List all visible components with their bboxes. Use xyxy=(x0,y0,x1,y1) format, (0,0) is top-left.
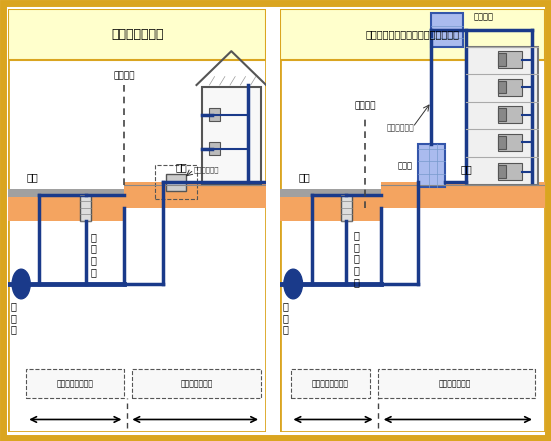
Text: 第
一
止
水: 第 一 止 水 xyxy=(90,232,96,277)
Bar xyxy=(498,136,506,149)
Bar xyxy=(498,78,522,96)
Bar xyxy=(80,195,91,220)
Bar xyxy=(498,108,506,121)
Bar xyxy=(125,183,266,208)
Text: お客様修理範囲: お客様修理範囲 xyxy=(439,379,471,388)
Bar xyxy=(8,195,125,220)
Text: 宅地: 宅地 xyxy=(461,164,472,174)
Bar xyxy=(209,108,220,121)
Bar xyxy=(202,87,261,184)
Text: 高架水槽: 高架水槽 xyxy=(474,13,494,22)
Text: 貯水槽: 貯水槽 xyxy=(398,161,413,170)
FancyBboxPatch shape xyxy=(280,9,545,60)
Text: 市水道部修理範囲: 市水道部修理範囲 xyxy=(312,379,349,388)
Text: 宅地: 宅地 xyxy=(176,162,188,172)
Bar xyxy=(498,53,506,66)
Text: 道路: 道路 xyxy=(26,172,38,183)
Bar xyxy=(431,13,463,47)
Text: お客様修理範囲: お客様修理範囲 xyxy=(180,379,213,388)
FancyBboxPatch shape xyxy=(378,369,535,398)
Bar xyxy=(280,195,381,220)
Text: 水道メーター: 水道メーター xyxy=(386,123,414,132)
Bar xyxy=(8,189,125,197)
Text: 市水道部修理範囲: 市水道部修理範囲 xyxy=(57,379,94,388)
Bar xyxy=(498,165,506,178)
Circle shape xyxy=(284,269,302,299)
Bar xyxy=(418,144,445,187)
Text: 配
水
管: 配 水 管 xyxy=(10,301,17,334)
Text: 第
一
止
水
栓: 第 一 止 水 栓 xyxy=(354,230,360,287)
FancyBboxPatch shape xyxy=(132,369,261,398)
FancyBboxPatch shape xyxy=(280,9,545,432)
Text: 貯水槽水道及び直結給水の集合住宅: 貯水槽水道及び直結給水の集合住宅 xyxy=(366,29,460,39)
Bar xyxy=(498,51,522,68)
Text: 水道メーター: 水道メーター xyxy=(194,166,219,173)
Text: 官民境界: 官民境界 xyxy=(114,72,135,81)
Bar xyxy=(209,142,220,155)
Bar xyxy=(498,134,522,151)
Bar xyxy=(498,106,522,123)
Text: 道路: 道路 xyxy=(299,172,310,183)
FancyBboxPatch shape xyxy=(8,9,266,60)
Text: 戸　建　住　宅: 戸 建 住 宅 xyxy=(111,28,164,41)
Text: 官民境界: 官民境界 xyxy=(354,101,376,110)
FancyBboxPatch shape xyxy=(8,9,266,432)
Circle shape xyxy=(12,269,30,299)
Bar xyxy=(466,47,538,184)
FancyBboxPatch shape xyxy=(290,369,370,398)
Bar xyxy=(498,81,506,93)
Bar xyxy=(381,183,545,208)
Bar xyxy=(498,163,522,180)
FancyBboxPatch shape xyxy=(26,369,125,398)
Bar xyxy=(280,189,381,197)
Bar xyxy=(165,174,186,191)
Bar xyxy=(341,195,352,220)
Text: 配
水
管: 配 水 管 xyxy=(282,301,288,334)
